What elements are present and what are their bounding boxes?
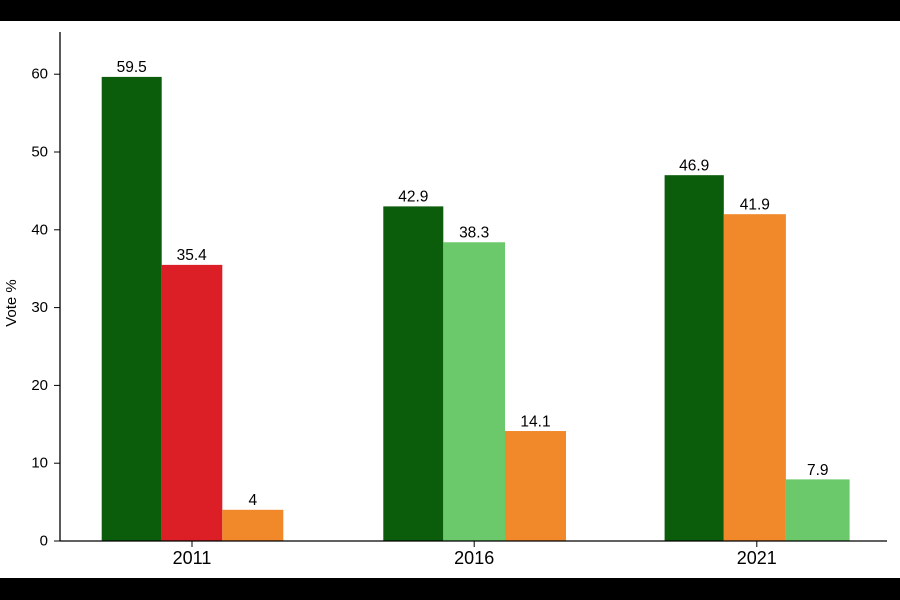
svg-text:4: 4	[248, 492, 257, 509]
svg-text:7.9: 7.9	[807, 462, 829, 479]
svg-text:0: 0	[40, 533, 48, 550]
svg-text:38.3: 38.3	[459, 225, 489, 242]
svg-text:2021: 2021	[737, 548, 777, 568]
svg-text:2016: 2016	[454, 548, 494, 568]
svg-text:46.9: 46.9	[679, 158, 709, 175]
svg-text:2011: 2011	[173, 548, 212, 568]
svg-text:41.9: 41.9	[740, 197, 770, 214]
svg-text:50: 50	[31, 144, 48, 161]
svg-text:30: 30	[31, 299, 48, 316]
svg-text:20: 20	[31, 377, 48, 394]
svg-text:35.4: 35.4	[177, 247, 208, 264]
svg-text:40: 40	[31, 221, 48, 238]
svg-text:14.1: 14.1	[520, 414, 550, 431]
svg-text:60: 60	[31, 66, 48, 83]
svg-text:Vote %: Vote %	[3, 279, 20, 327]
svg-text:42.9: 42.9	[398, 189, 428, 206]
svg-text:10: 10	[31, 455, 48, 472]
svg-text:59.5: 59.5	[117, 59, 147, 76]
